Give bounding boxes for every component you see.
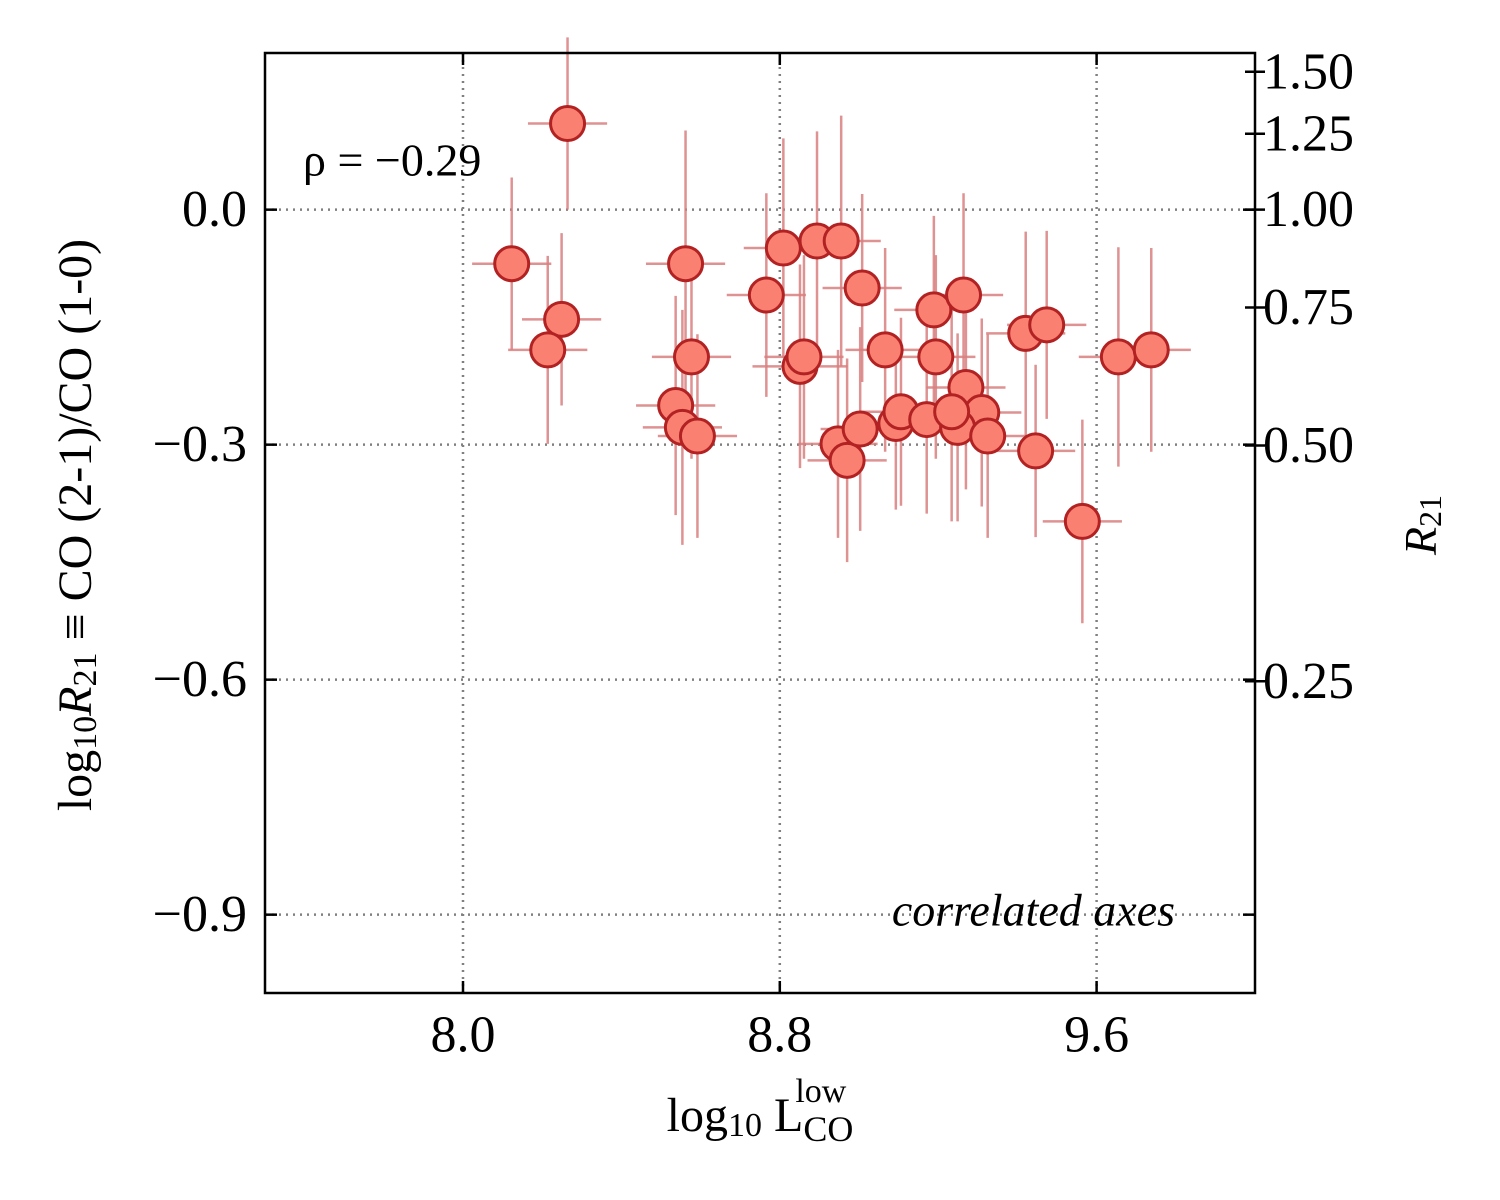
y-axis-label-part: 10 [67, 716, 104, 750]
x-tick-label: 8.0 [431, 1007, 496, 1064]
point [915, 291, 953, 329]
y-axis-label-part: 21 [67, 653, 104, 687]
plot-frame [263, 51, 1257, 995]
y2-tick-label: 0.75 [1263, 279, 1354, 336]
x-axis-label-part: L [762, 1089, 803, 1142]
y-tick-label: 0.0 [182, 181, 247, 238]
y2-tick-label: 1.50 [1263, 43, 1354, 100]
point [933, 393, 971, 431]
x-tick-label: 8.8 [747, 1007, 812, 1064]
point [866, 331, 904, 369]
annotation: correlated axes [892, 885, 1175, 936]
point [945, 276, 983, 314]
y2-tick-label: 0.25 [1263, 653, 1354, 710]
point [1017, 432, 1055, 470]
x-axis-label: log10 LCOlow [667, 1073, 854, 1150]
point [1132, 331, 1170, 369]
point [678, 417, 716, 455]
y-tick-label: −0.9 [153, 886, 247, 943]
point [1099, 338, 1137, 376]
point [969, 417, 1007, 455]
y2-axis-label-part: R [1395, 527, 1446, 556]
point [529, 331, 567, 369]
y-axis-label-part: ≡ CO (2-1)/CO (1-0) [49, 239, 102, 653]
point [549, 105, 587, 142]
point [543, 300, 581, 338]
x-axis-label-part: 10 [728, 1107, 762, 1144]
point [1063, 502, 1101, 540]
x-axis-label-part: log [667, 1089, 728, 1142]
y2-tick-label: 0.50 [1263, 417, 1354, 474]
point [841, 410, 879, 448]
y2-tick-label: 1.25 [1263, 105, 1354, 162]
point [493, 245, 531, 283]
x-axis-label-part: CO [803, 1109, 853, 1149]
point [822, 222, 860, 260]
point [828, 441, 866, 479]
x-axis-label-part: low [795, 1073, 846, 1110]
point [747, 276, 785, 314]
x-tick-label: 9.6 [1064, 1007, 1129, 1064]
annotation: ρ = −0.29 [303, 135, 481, 186]
point [672, 338, 710, 376]
y2-axis-label-part: 21 [1412, 495, 1448, 527]
y-axis-label-part: R [49, 687, 102, 717]
point [785, 338, 823, 376]
point [917, 338, 955, 376]
point [843, 269, 881, 307]
y-tick-label: −0.6 [153, 651, 247, 708]
point [667, 245, 705, 283]
point [1028, 306, 1066, 344]
y-axis-label: log10R21 ≡ CO (2-1)/CO (1-0) [49, 239, 104, 811]
y-axis-label-part: log [49, 750, 102, 811]
y2-tick-label: 1.00 [1263, 181, 1354, 238]
y-tick-label: −0.3 [153, 416, 247, 473]
y2-axis-label: R21 [1395, 495, 1449, 556]
point [764, 229, 802, 267]
